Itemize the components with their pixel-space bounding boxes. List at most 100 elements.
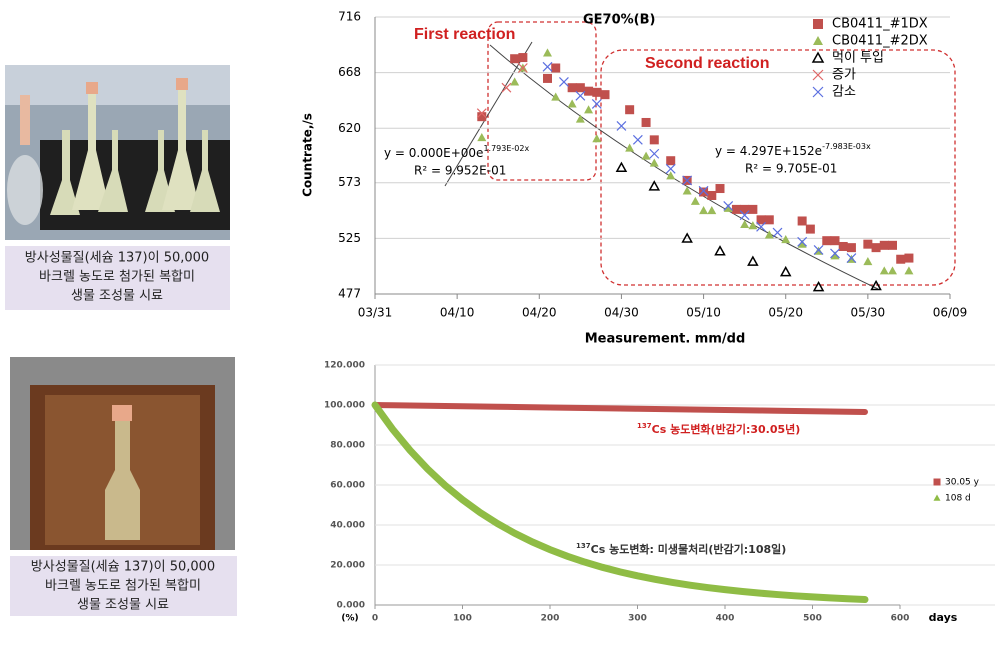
marker bbox=[797, 236, 808, 247]
legend-label: 108 d bbox=[945, 494, 971, 504]
annotation-text: Cs 농도변화(반감기:30.05년) bbox=[652, 422, 801, 436]
y-tick-label: 620 bbox=[338, 121, 361, 135]
caption: 바크렐 농도로 첨가된 복합미 bbox=[39, 270, 195, 285]
equation-r2: R² = 9.952E-01 bbox=[414, 164, 506, 178]
x-tick-label: 04/30 bbox=[604, 306, 639, 320]
marker bbox=[904, 253, 914, 263]
x-tick-label: 03/31 bbox=[358, 306, 393, 320]
marker bbox=[871, 243, 881, 253]
marker bbox=[682, 175, 693, 186]
y-tick-label: 60.000 bbox=[330, 481, 365, 491]
x-tick-label: 05/10 bbox=[686, 306, 721, 320]
marker bbox=[666, 156, 676, 166]
marker bbox=[756, 221, 766, 232]
marker bbox=[477, 112, 487, 122]
marker bbox=[648, 180, 661, 191]
marker bbox=[641, 151, 651, 160]
x-tick-label: 04/10 bbox=[440, 306, 475, 320]
marker bbox=[739, 210, 750, 221]
y-tick-label: 477 bbox=[338, 287, 361, 301]
x-axis-label: Measurement. mm/dd bbox=[585, 332, 746, 347]
photo bbox=[10, 357, 235, 550]
marker bbox=[510, 77, 520, 86]
marker bbox=[830, 236, 840, 246]
caption: 생물 조성물 시료 bbox=[71, 289, 163, 304]
marker bbox=[699, 206, 709, 215]
marker bbox=[476, 108, 487, 119]
y-tick-label: 80.000 bbox=[330, 441, 365, 451]
marker bbox=[896, 254, 906, 264]
chart-title: GE70%(B) bbox=[583, 13, 655, 28]
marker bbox=[748, 204, 758, 214]
marker bbox=[665, 163, 676, 174]
reaction-box bbox=[487, 21, 597, 181]
marker bbox=[517, 63, 528, 73]
marker bbox=[575, 90, 586, 101]
marker bbox=[698, 185, 709, 196]
trend-line bbox=[444, 41, 533, 187]
equation-exponent: -7.983E-03x bbox=[822, 142, 871, 151]
marker bbox=[518, 53, 528, 63]
y-tick-label: 120.000 bbox=[324, 361, 365, 371]
marker bbox=[781, 235, 791, 244]
y-tick-label: 573 bbox=[338, 175, 361, 189]
marker bbox=[567, 99, 577, 108]
legend-marker bbox=[933, 478, 941, 486]
annotation-superscript: 137 bbox=[576, 542, 591, 550]
marker bbox=[830, 248, 840, 259]
marker bbox=[779, 265, 792, 277]
annotation: 137Cs 농도변화: 미생물처리(반감기:108일) bbox=[576, 542, 786, 556]
y-tick-label: 40.000 bbox=[330, 521, 365, 531]
marker bbox=[764, 215, 774, 225]
marker bbox=[592, 87, 602, 97]
x-tick-label: 100 bbox=[453, 614, 472, 624]
marker bbox=[707, 206, 717, 215]
marker bbox=[714, 245, 726, 256]
marker bbox=[863, 239, 873, 249]
x-tick-label: 05/20 bbox=[768, 306, 803, 320]
marker bbox=[740, 204, 750, 214]
legend-label: 먹이 투입 bbox=[832, 51, 884, 66]
marker bbox=[707, 190, 717, 200]
equation-base: y = 4.297E+152e bbox=[715, 144, 822, 158]
equation-base: y = 0.000E+00e bbox=[384, 146, 483, 160]
marker bbox=[559, 76, 569, 87]
legend-label: 증가 bbox=[832, 68, 856, 83]
equation: y = 0.000E+00e1.793E-02x bbox=[384, 144, 529, 160]
marker bbox=[575, 114, 585, 123]
marker bbox=[616, 121, 627, 131]
marker bbox=[870, 279, 882, 291]
photo bbox=[5, 65, 230, 240]
caption-box bbox=[10, 556, 237, 616]
marker bbox=[625, 105, 635, 115]
marker bbox=[649, 158, 659, 167]
marker bbox=[591, 99, 602, 109]
legend-label: CB0411_#2DX bbox=[832, 34, 928, 49]
marker bbox=[584, 105, 594, 114]
marker bbox=[846, 253, 857, 263]
x-tick-label: 0 bbox=[372, 614, 378, 624]
marker bbox=[715, 184, 725, 194]
marker bbox=[477, 133, 487, 142]
marker bbox=[551, 92, 561, 101]
marker bbox=[764, 230, 774, 239]
marker bbox=[649, 148, 660, 159]
data-line bbox=[371, 401, 869, 603]
marker bbox=[501, 82, 512, 93]
marker bbox=[748, 221, 758, 230]
caption: 방사성물질(세슘 137)이 50,000 bbox=[25, 251, 209, 266]
marker bbox=[543, 73, 552, 83]
x-tick-label: 05/30 bbox=[851, 306, 886, 320]
marker bbox=[681, 232, 693, 243]
marker bbox=[879, 240, 889, 250]
marker bbox=[879, 266, 889, 275]
marker bbox=[567, 83, 577, 93]
marker bbox=[510, 54, 520, 64]
marker bbox=[797, 216, 807, 226]
marker bbox=[666, 171, 676, 180]
equation: y = 4.297E+152e-7.983E-03x bbox=[715, 142, 871, 158]
legend-marker bbox=[813, 19, 823, 29]
x-axis-label: days bbox=[929, 611, 958, 624]
x-tick-label: 500 bbox=[803, 614, 822, 624]
x-tick-label: 200 bbox=[541, 614, 560, 624]
